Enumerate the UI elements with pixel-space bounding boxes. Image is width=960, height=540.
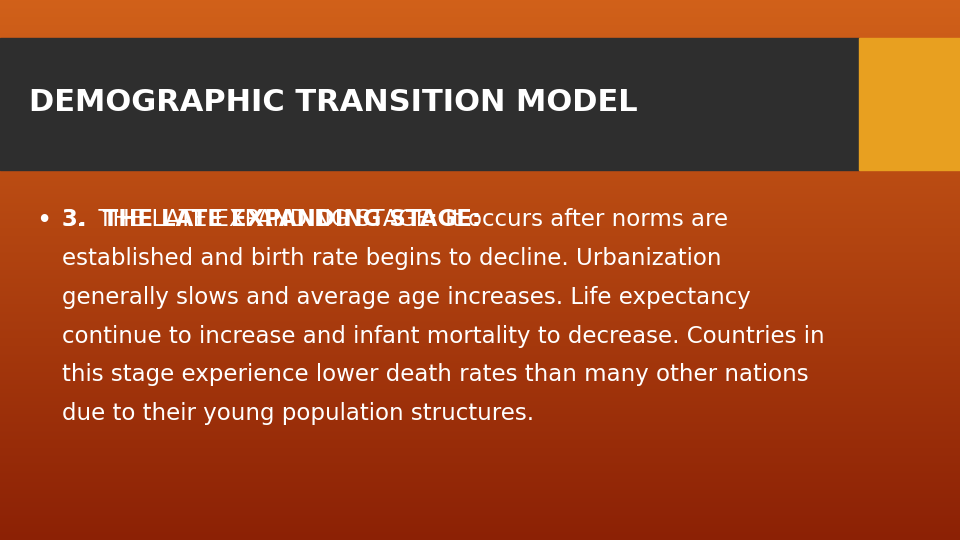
Text: established and birth rate begins to decline. Urbanization: established and birth rate begins to dec… (62, 247, 722, 270)
Text: DEMOGRAPHIC TRANSITION MODEL: DEMOGRAPHIC TRANSITION MODEL (29, 88, 637, 117)
Text: this stage experience lower death rates than many other nations: this stage experience lower death rates … (62, 363, 809, 387)
Text: 3.  THE LATE EXPANDING STAGE: It occurs after norms are: 3. THE LATE EXPANDING STAGE: It occurs a… (62, 208, 729, 231)
Text: •: • (36, 208, 52, 234)
Text: 3.  THE LATE EXPANDING STAGE:: 3. THE LATE EXPANDING STAGE: (62, 208, 481, 231)
Text: due to their young population structures.: due to their young population structures… (62, 402, 535, 426)
Bar (0, 38, 859, 170)
Bar (859, 38, 960, 170)
Text: generally slows and average age increases. Life expectancy: generally slows and average age increase… (62, 286, 751, 309)
Text: continue to increase and infant mortality to decrease. Countries in: continue to increase and infant mortalit… (62, 325, 825, 348)
